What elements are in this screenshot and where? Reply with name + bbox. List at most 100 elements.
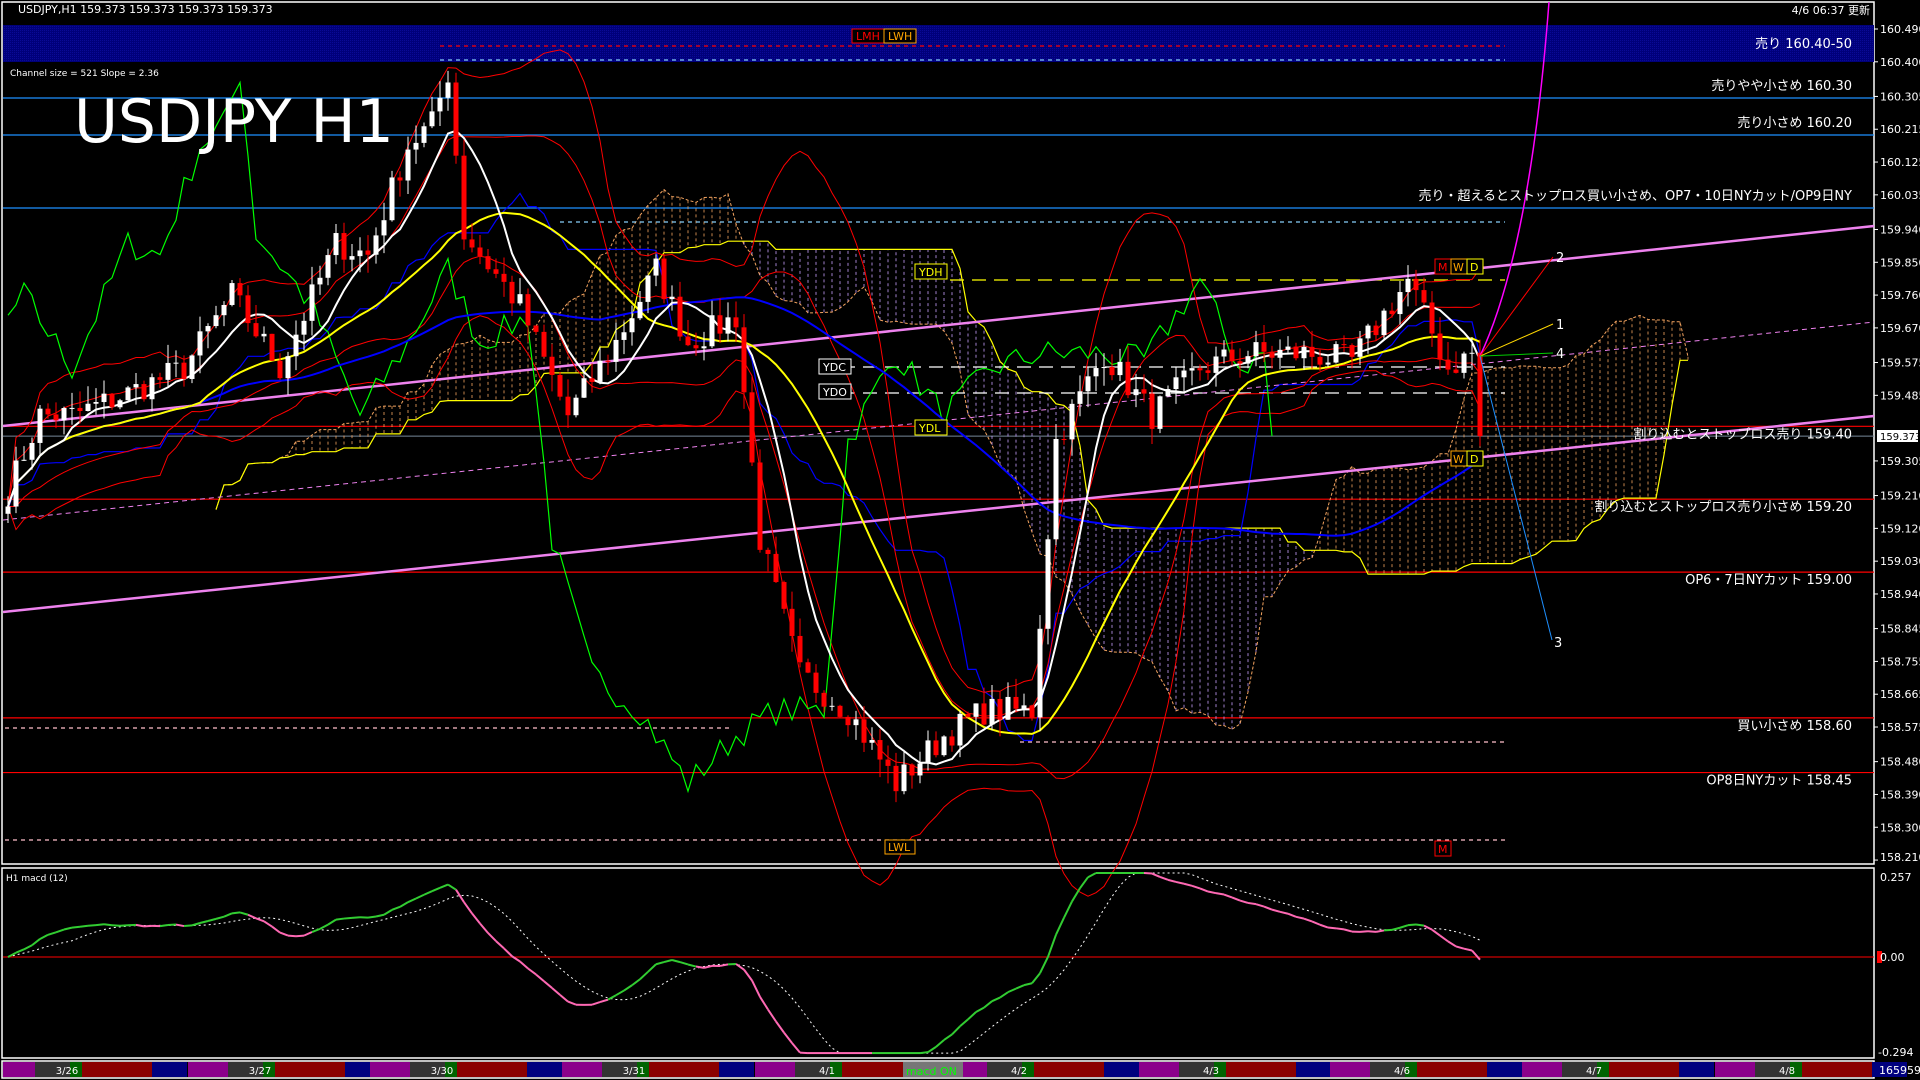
projection-line [1479,323,1554,357]
candle-body [957,713,963,746]
macd-line-segment [1343,928,1353,933]
candle-body [405,149,411,181]
candle-body [789,608,795,636]
marker-w-low: W [1450,450,1468,467]
macd-line-segment [183,924,193,928]
price-axis: 160.490 160.400 160.305 160.215 160.125 160.0… [1874,23,1920,864]
candle-body [285,356,291,379]
macd-line-segment [1271,908,1281,913]
candle-body [1109,367,1115,376]
macd-line-segment [767,1008,777,1023]
candle-body [653,258,659,276]
marker-m-high: M [1434,258,1452,275]
candle-body [373,235,379,255]
macd-line-segment [103,923,113,927]
macd-line-segment [1055,917,1065,936]
date-bar-segment [1715,1062,1755,1077]
candle-body [1405,278,1411,293]
candle-body [965,713,971,717]
axis-tick-label: 159.940 [1880,223,1920,236]
marker-ydc: YDC [818,358,852,375]
candle-body [125,387,131,401]
macd-line-segment [1247,901,1257,906]
candle-body [1373,325,1379,336]
candle-body [229,283,235,305]
candle-body [1069,403,1075,440]
candle-body [853,719,859,726]
candle-body [917,763,923,776]
update-time: 4/6 06:37 更新 [1792,3,1870,17]
candle-body [1253,342,1259,357]
macd-tick-zero: 0.00 [1880,951,1905,964]
candle-body [269,333,275,361]
candle-body [1349,345,1355,357]
level-label: 売りやや小さめ 160.30 [1711,78,1852,94]
date-bar-segment [1802,1062,1872,1077]
candle-body [901,764,907,792]
candle-body [1045,539,1051,629]
kijun-line [7,192,1481,742]
macd-line-segment [263,920,273,928]
date-bar-segment [1139,1062,1179,1077]
macd-line-segment [1039,956,1049,974]
macd-line-segment [543,980,553,989]
macd-line-segment [1207,890,1217,895]
macd-line-segment [407,897,417,904]
level-label: 割り込むとストップロス売り小さめ 159.20 [1594,499,1852,515]
candle-body [1229,349,1235,362]
macd-line-segment [247,913,257,920]
date-bar-segment [1872,1062,1907,1077]
macd-line-segment [1167,878,1177,883]
senkou-span-a [215,188,1689,730]
macd-line-segment [943,1033,953,1041]
candle-body [645,275,651,302]
candle-body [1157,396,1163,429]
candle-body [1125,361,1131,396]
macd-line-segment [1079,876,1089,889]
projection-line [1479,352,1554,357]
macd-line-segment [1231,896,1241,902]
date-bar-segment [1597,1062,1609,1077]
candle-body [253,323,259,337]
macd-line-segment [487,932,497,942]
channel-upper-line [2,224,1875,428]
candle-body [397,177,403,181]
channel-info: Channel size = 521 Slope = 2.36 [10,69,159,79]
macd-line-segment [1399,924,1409,929]
date-bar-segment [1790,1062,1802,1077]
candle-body [1101,367,1107,369]
candle-body [845,716,851,726]
candle-body [677,296,683,337]
axis-tick-label: 159.305 [1880,455,1920,468]
candle-body [1133,389,1139,396]
candle-body [1021,705,1027,709]
candle-body [1477,352,1483,437]
candle-body [477,247,483,257]
date-tick-label: 4/2 [1011,1066,1027,1077]
candle-body [69,407,75,409]
macd-line-segment [199,920,209,924]
macd-line-segment [775,1020,785,1034]
macd-line-segment [1007,987,1017,994]
candle-body [341,233,347,260]
macd-line-segment [1423,924,1433,931]
candle-body [1357,338,1363,357]
candle-body [53,414,59,421]
date-bar-segment [1522,1062,1562,1077]
macd-label: H1 macd (12) [6,874,68,884]
axis-tick-label: 160.035 [1880,189,1920,202]
macd-line-segment [1383,928,1393,932]
candle-body [933,740,939,756]
macd-line-segment [1239,899,1249,904]
macd-line-segment [559,994,569,1003]
candle-body [1141,389,1147,394]
macd-line-segment [1375,929,1385,933]
date-bar-segment [1755,1062,1790,1077]
candle-body [1437,333,1443,360]
candle-body [1061,439,1067,441]
macd-line-segment [255,917,265,923]
date-bar-segment [445,1062,457,1077]
candle-body [389,177,395,221]
macd-line-segment [743,969,753,982]
